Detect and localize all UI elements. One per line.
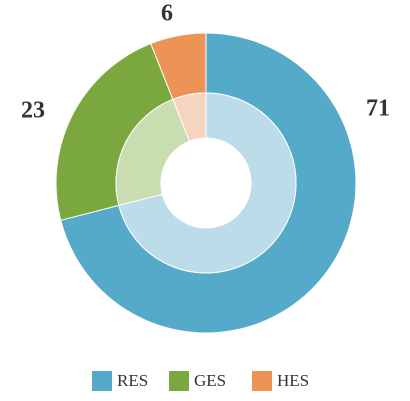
value-label: 6 — [161, 1, 173, 27]
legend-label: GES — [194, 371, 226, 390]
inner-slice — [115, 98, 191, 206]
legend-swatch — [252, 371, 272, 391]
inner-slice — [172, 92, 207, 142]
value-label: 71 — [366, 96, 390, 122]
legend-swatch — [92, 371, 112, 391]
legend-label: HES — [277, 371, 309, 390]
value-label: 23 — [21, 98, 45, 124]
legend-label: RES — [117, 371, 148, 390]
legend-swatch — [169, 371, 189, 391]
inner-slice — [118, 92, 297, 274]
